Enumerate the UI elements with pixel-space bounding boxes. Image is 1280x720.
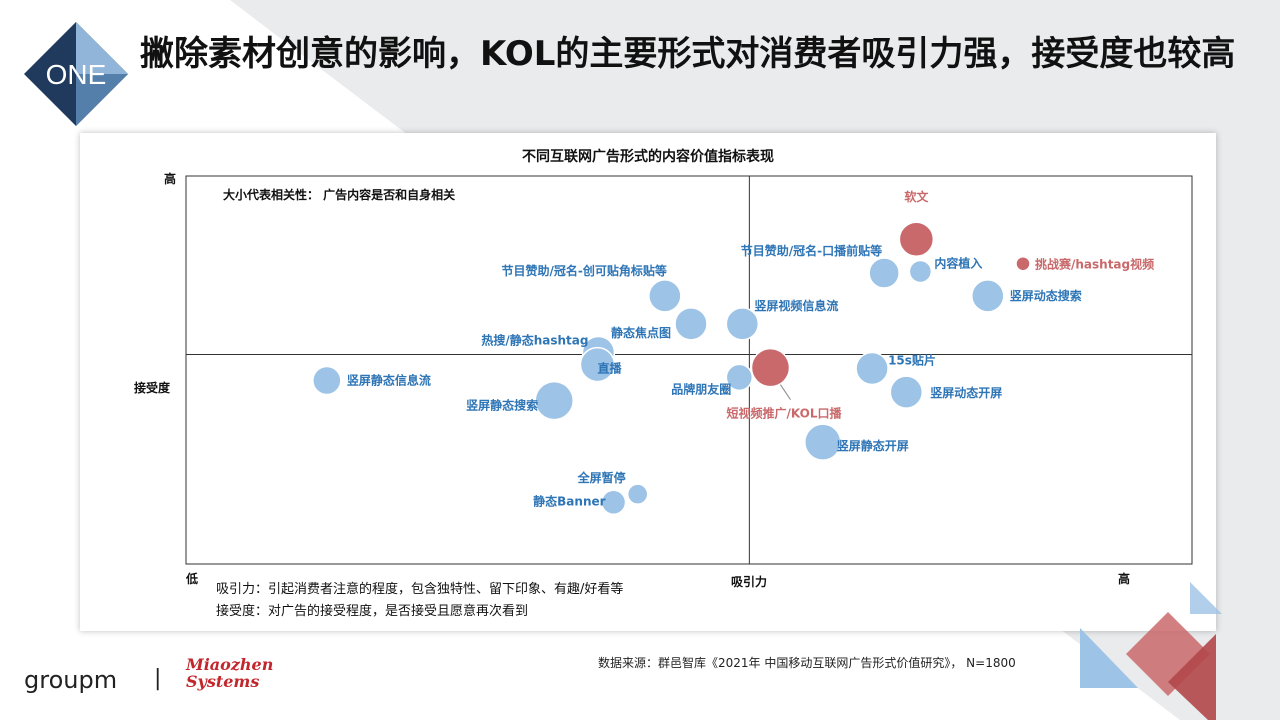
bubble-5: [971, 279, 1005, 313]
x-axis-label: 吸引力: [731, 574, 767, 589]
bubble-6: [648, 279, 682, 313]
bubble-label-11: 竖屏静态信息流: [347, 372, 431, 387]
bubble-15: [855, 351, 889, 386]
one-badge: ONE: [24, 22, 128, 126]
bubble-label-5: 竖屏动态搜索: [1010, 288, 1082, 303]
bubble-label-6: 节目赞助/冠名-创可贴角标贴等: [501, 263, 666, 278]
bubble-8: [674, 307, 708, 341]
miaozhen-logo-line2: Systems: [186, 672, 260, 691]
bubble-19: [600, 489, 627, 516]
bubble-14: [750, 347, 791, 388]
bubble-label-10: 直播: [597, 361, 622, 376]
miaozhen-logo: Miaozhen Systems: [186, 656, 273, 690]
miaozhen-logo-line1: Miaozhen: [186, 655, 274, 674]
bubble-2: [1015, 255, 1031, 272]
bubble-label-1: 软文: [904, 189, 929, 204]
bubble-11: [312, 365, 342, 396]
x-high-label: 高: [1118, 571, 1130, 586]
note-attraction: 吸引力：引起消费者注意的程度，包含独特性、留下印象、有趣/好看等: [216, 581, 623, 597]
note-acceptance: 接受度：对广告的接受程度，是否接受且愿意再次看到: [216, 603, 528, 619]
bubble-10: [579, 346, 616, 383]
bubble-16: [889, 375, 924, 409]
bubble-label-14: 短视频推广/KOL口播: [726, 406, 842, 421]
y-high-label: 高: [164, 171, 176, 186]
bubble-1: [898, 221, 935, 257]
bubble-label-8: 静态焦点图: [611, 325, 671, 340]
bubble-label-9: 热搜/静态hashtag: [481, 333, 588, 348]
bubble-18: [626, 483, 649, 505]
bubble-label-16: 竖屏动态开屏: [930, 385, 1002, 400]
bubble-label-19: 静态Banner: [533, 493, 605, 508]
logo-separator: |: [154, 666, 162, 691]
page-title: 撇除素材创意的影响，KOL的主要形式对消费者吸引力强，接受度也较高: [140, 34, 1236, 74]
plot-frame: [185, 175, 1193, 565]
groupm-logo: groupm: [24, 666, 118, 694]
bubble-label-3: 节目赞助/冠名-口播前贴等: [741, 243, 882, 258]
data-source: 数据来源：群邑智库《2021年 中国移动互联网广告形式价值研究》， N=1800: [598, 656, 1016, 670]
chart-subtitle: 大小代表相关性： 广告内容是否和自身相关: [223, 187, 455, 202]
bubble-3: [868, 257, 900, 289]
bubble-label-4: 内容植入: [934, 255, 982, 270]
bubble-label-15: 15s贴片: [888, 352, 936, 367]
chart-card: 不同互联网广告形式的内容价值指标表现 大小代表相关性： 广告内容是否和自身相关 …: [80, 133, 1216, 631]
x-low-label: 低: [185, 571, 198, 586]
bubble-chart: 不同互联网广告形式的内容价值指标表现 大小代表相关性： 广告内容是否和自身相关 …: [134, 148, 1193, 619]
badge-text: ONE: [46, 59, 107, 90]
bubble-13: [725, 363, 754, 392]
bubble-17: [804, 423, 842, 461]
bubble-7: [725, 307, 760, 341]
decorative-shapes: [1080, 582, 1222, 720]
bubble-label-17: 竖屏静态开屏: [837, 438, 909, 453]
y-axis-label: 接受度: [134, 380, 171, 395]
bubble-label-18: 全屏暂停: [577, 470, 626, 485]
bubble-label-13: 品牌朋友圈: [671, 381, 731, 396]
bubble-4: [908, 259, 933, 284]
bubble-label-2: 挑战赛/hashtag视频: [1035, 257, 1154, 272]
bubble-label-7: 竖屏视频信息流: [754, 298, 838, 313]
bubble-label-12: 竖屏静态搜索: [466, 398, 538, 413]
bubble-12: [534, 380, 574, 421]
chart-title: 不同互联网广告形式的内容价值指标表现: [522, 148, 774, 165]
